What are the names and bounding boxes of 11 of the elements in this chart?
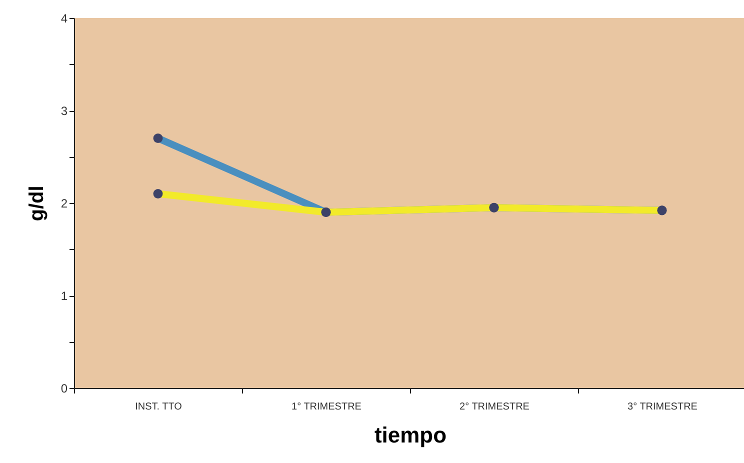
y-tick-label: 2 <box>60 196 68 210</box>
y-axis-title: g/dl <box>26 186 48 222</box>
y-tick-label: 0 <box>60 382 68 396</box>
y-tick-label: 4 <box>60 12 68 26</box>
y-tick-label: 3 <box>60 104 68 118</box>
x-tick-label: 1° TRIMESTRE <box>292 402 362 412</box>
x-tick-label: INST. TTO <box>135 402 182 412</box>
y-tick-label: 1 <box>60 289 68 303</box>
x-axis-title: tiempo <box>374 422 447 448</box>
x-tick-label: 3° TRIMESTRE <box>628 402 698 412</box>
x-tick-label: 2° TRIMESTRE <box>460 402 530 412</box>
